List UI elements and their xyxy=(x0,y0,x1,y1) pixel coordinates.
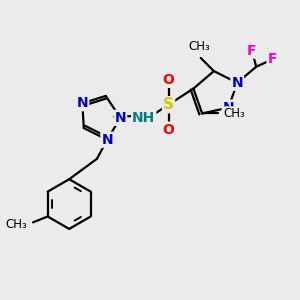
Text: S: S xyxy=(163,97,174,112)
Text: CH₃: CH₃ xyxy=(188,40,210,53)
Text: N: N xyxy=(223,100,234,115)
Text: N: N xyxy=(115,111,126,125)
Text: O: O xyxy=(163,122,175,136)
Text: N: N xyxy=(231,76,243,90)
Text: CH₃: CH₃ xyxy=(5,218,27,231)
Text: F: F xyxy=(268,52,277,66)
Text: F: F xyxy=(247,44,256,58)
Text: CH₃: CH₃ xyxy=(224,107,245,120)
Text: N: N xyxy=(76,96,88,110)
Text: N: N xyxy=(101,133,113,147)
Text: O: O xyxy=(163,73,175,87)
Text: NH: NH xyxy=(132,111,155,125)
